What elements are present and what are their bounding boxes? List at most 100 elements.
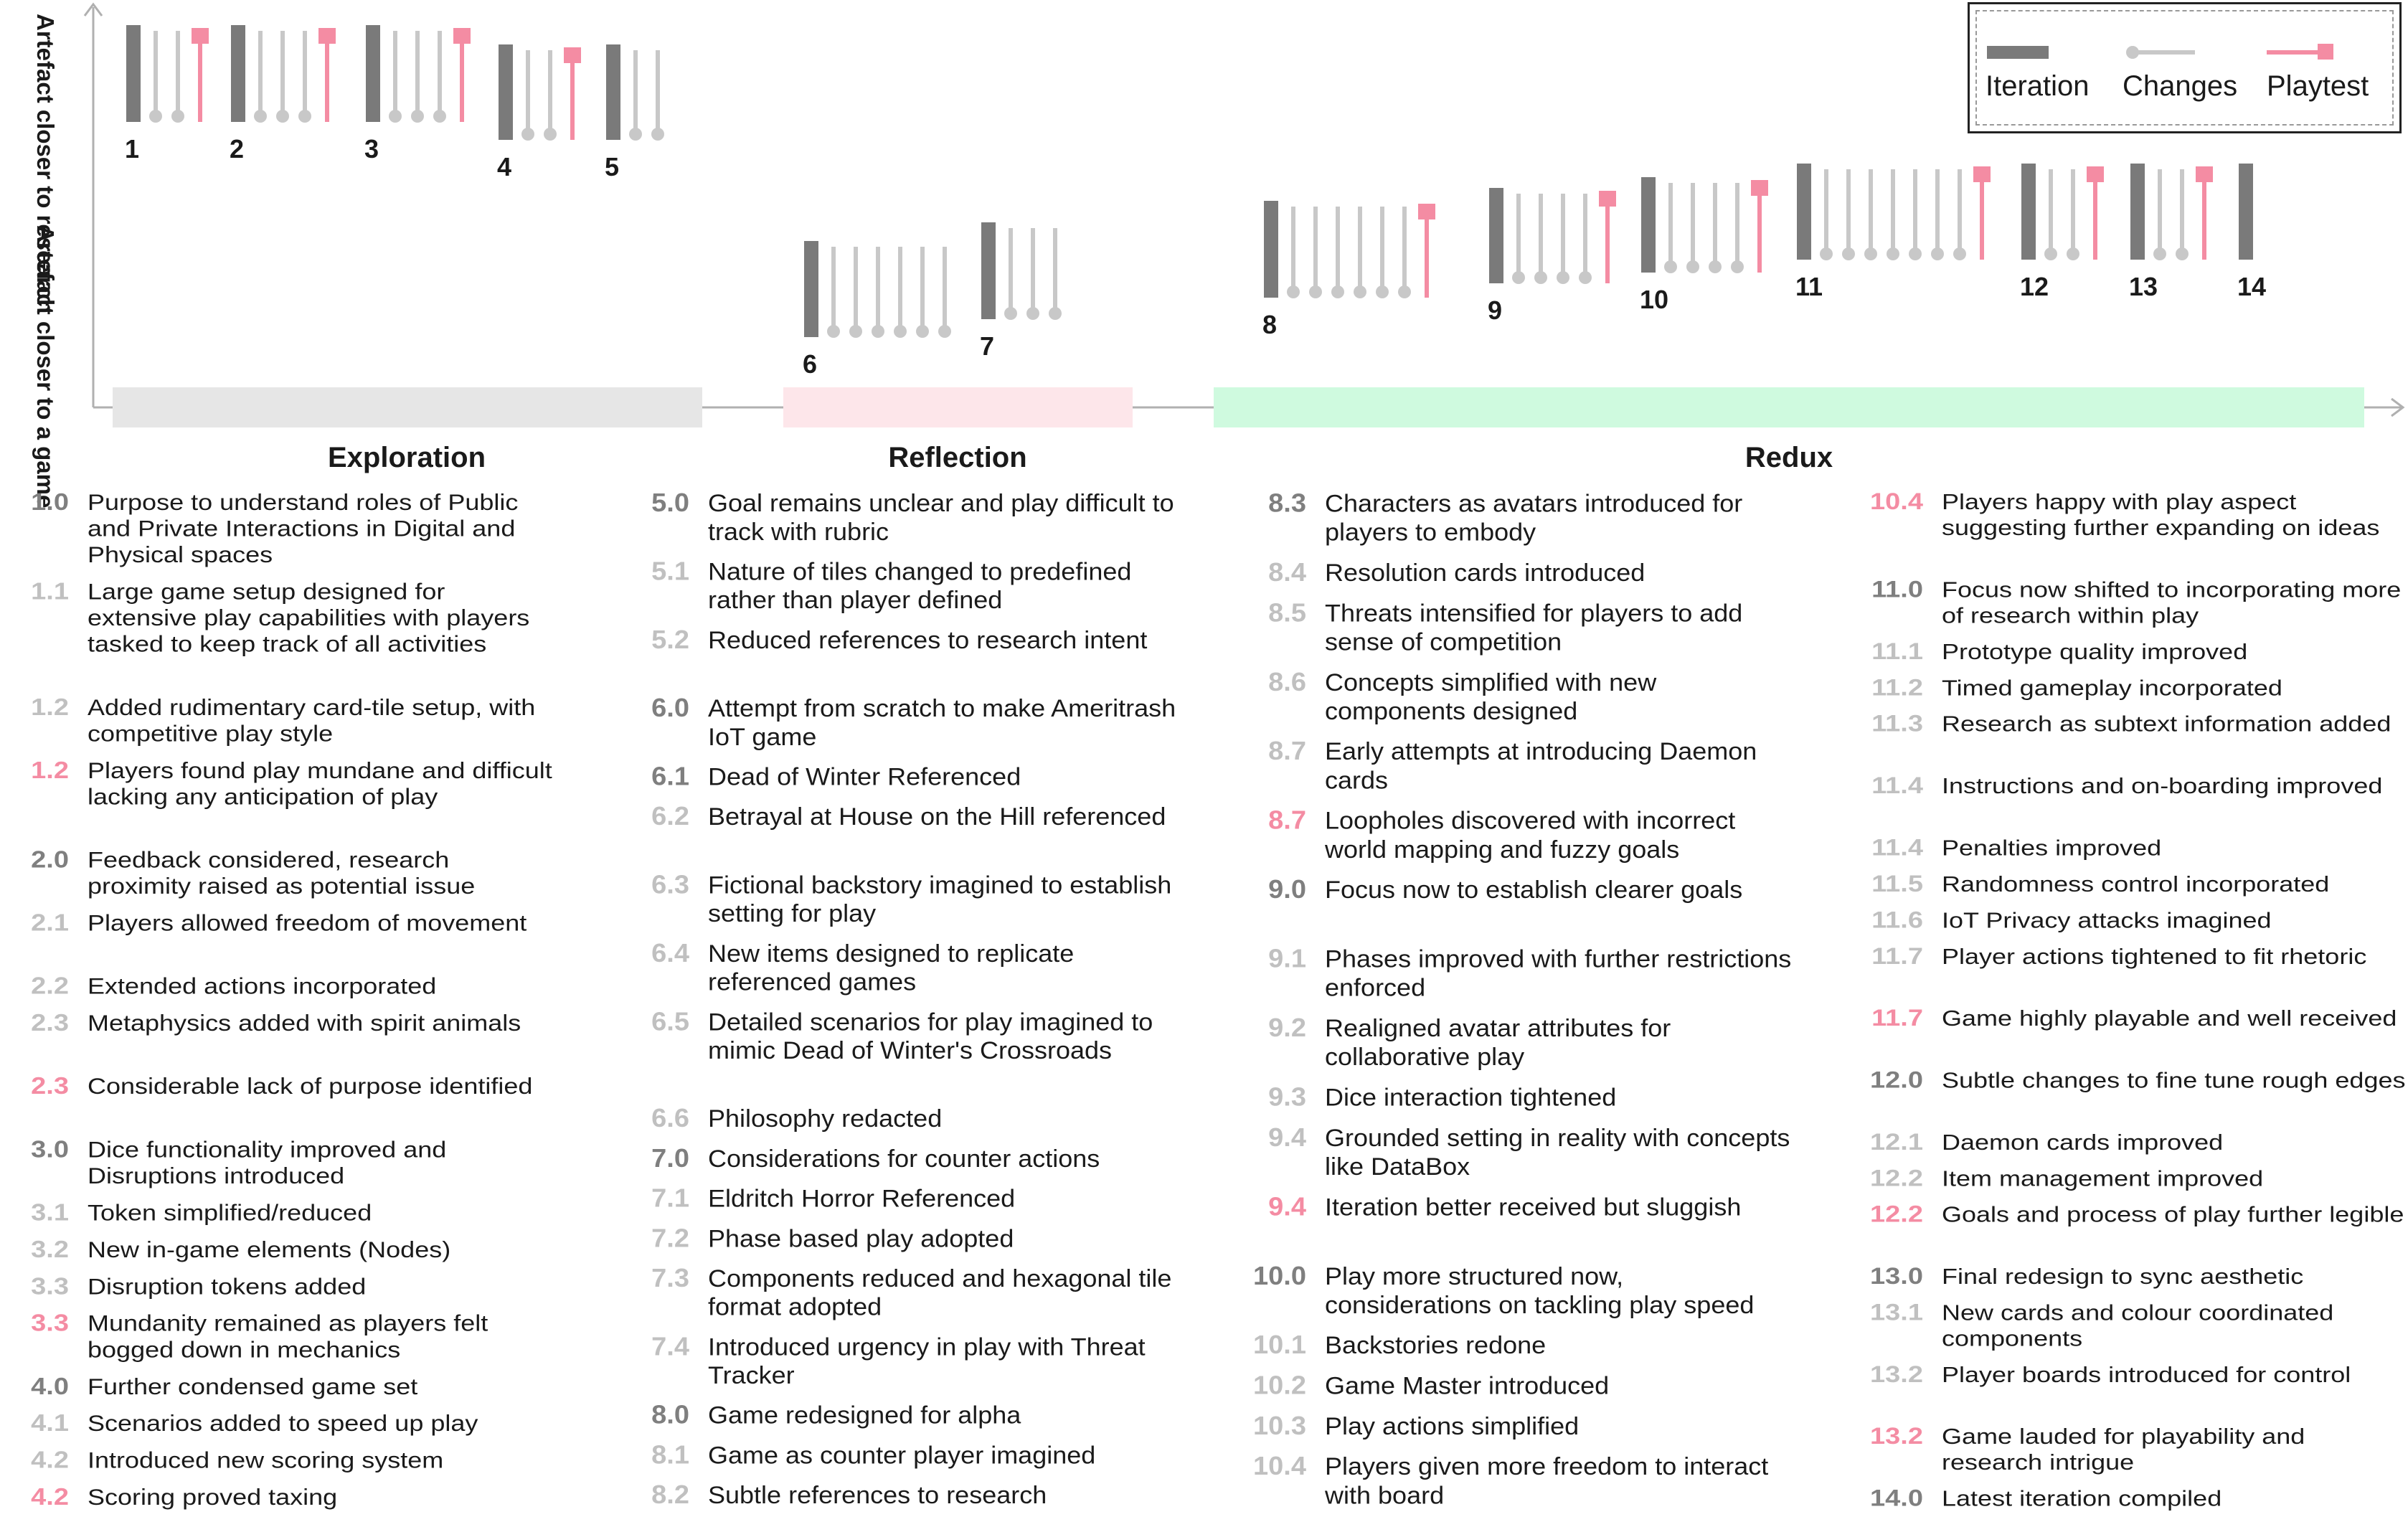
change-dot-9-3 [1557,271,1569,284]
change-dot-3-1 [389,110,402,123]
note-item: 1.2 Added rudimentary card-tile setup, wi… [0,694,559,747]
note-number: 10.0 [1253,1262,1306,1291]
note-item: 8.0 Game redesigned for alpha [620,1401,1194,1430]
note-item: 5.0 Goal remains unclear and play difficu… [620,489,1194,546]
note-text: Mundanity remained as players felt bogge… [88,1310,488,1363]
note-text: Players given more freedom to interact w… [1325,1452,1769,1509]
note-number: 7.3 [651,1264,689,1293]
note-item: 1.0 Purpose to understand roles of Public… [0,489,559,568]
iteration-bar-4 [499,44,513,140]
note-item: 11.7 Game highly playable and well receiv… [1854,1006,2407,1031]
change-dot-10-4 [1731,260,1744,273]
change-dot-8-5 [1376,285,1389,298]
note-number: 5.0 [651,489,689,518]
note-item: 11.7 Player actions tightened to fit rhet… [1854,944,2407,970]
note-number: 4.2 [31,1484,69,1511]
note-text: Realigned avatar attributes for collabor… [1325,1013,1671,1071]
note-item: 10.4 Players given more freedom to intera… [1237,1452,1797,1510]
note-number: 12.1 [1870,1129,1923,1155]
note-text: Timed gameplay incorporated [1942,675,2282,701]
note-text: Players happy with play aspect suggestin… [1942,489,2380,540]
note-number: 10.1 [1253,1330,1306,1360]
note-text: Purpose to understand roles of Public an… [88,489,519,567]
note-item: 7.2 Phase based play adopted [620,1224,1194,1253]
note-text: Concepts simplified with new components … [1325,668,1657,725]
note-number: 1.2 [31,757,69,784]
note-text: Game redesigned for alpha [708,1401,1021,1429]
change-dot-5-1 [629,128,642,141]
note-item: 11.0 Focus now shifted to incorporating m… [1854,577,2407,628]
note-item: 2.3 Metaphysics added with spirit animals [0,1010,559,1036]
note-number: 1.0 [31,489,69,516]
note-item: 12.0 Subtle changes to fine tune rough ed… [1854,1067,2407,1093]
note-number: 4.2 [31,1447,69,1474]
change-dot-11-2 [1842,247,1855,260]
note-item: 6.2 Betrayal at House on the Hill referen… [620,803,1194,831]
note-text: Introduced new scoring system [88,1447,444,1473]
note-item: 9.4 Iteration better received but sluggis… [1237,1193,1797,1221]
phase-title-reflection: Reflection [888,442,1027,473]
note-number: 6.5 [651,1008,689,1036]
note-text: Game lauded for playability and research… [1942,1424,2305,1475]
iteration-label-11: 11 [1795,272,1823,301]
note-text: Subtle changes to fine tune rough edges [1942,1067,2406,1093]
iteration-bar-7 [981,222,996,319]
note-item: 4.1 Scenarios added to speed up play [0,1410,559,1437]
note-number: 6.4 [651,939,689,968]
note-item: 8.7 Early attempts at introducing Daemon … [1237,737,1797,795]
iteration-bar-2 [231,25,245,122]
note-text: Goals and process of play further legibl… [1942,1201,2404,1227]
change-dot-2-3 [298,110,311,123]
note-number: 13.0 [1870,1263,1923,1290]
phase-title-redux: Redux [1744,442,1833,473]
iteration-bar-1 [126,25,141,122]
note-item: 3.2 New in-game elements (Nodes) [0,1237,559,1263]
note-text: Betrayal at House on the Hill referenced [708,803,1166,831]
note-item: 11.2 Timed gameplay incorporated [1854,675,2407,701]
note-text: New in-game elements (Nodes) [88,1237,451,1262]
change-dot-11-3 [1864,247,1877,260]
note-item: 6.5 Detailed scenarios for play imagined … [620,1008,1194,1064]
change-dot-12-2 [2067,247,2079,260]
change-dot-2-1 [254,110,267,123]
change-dot-8-6 [1398,285,1411,298]
note-item: 10.2 Game Master introduced [1237,1371,1797,1400]
note-text: Introduced urgency in play with Threat T… [708,1333,1146,1389]
note-item: 8.1 Game as counter player imagined [620,1441,1194,1470]
note-number: 4.0 [31,1374,69,1400]
change-dot-2-2 [276,110,289,123]
note-item: 8.2 Subtle references to research [620,1481,1194,1510]
playtest-head-1 [192,28,209,44]
note-text: Eldritch Horror Referenced [708,1184,1016,1213]
change-dot-8-4 [1354,285,1366,298]
iteration-label-13: 13 [2129,272,2158,301]
note-text: Instructions and on-boarding improved [1942,772,2383,798]
note-text: Characters as avatars introduced for pla… [1325,489,1743,547]
note-text: Metaphysics added with spirit animals [88,1010,521,1036]
note-item: 3.1 Token simplified/reduced [0,1200,559,1226]
legend-playtest-swatch-box [2318,44,2333,60]
note-item: 8.4 Resolution cards introduced [1237,558,1797,587]
note-number: 8.1 [651,1441,689,1470]
note-number: 8.7 [1268,737,1306,766]
change-dot-11-1 [1820,247,1833,260]
note-number: 8.4 [1268,558,1306,587]
iteration-bar-3 [366,25,380,122]
note-number: 12.0 [1870,1067,1923,1094]
note-item: 2.0 Feedback considered, research proximi… [0,847,559,899]
change-dot-8-3 [1331,285,1344,298]
note-item: 13.0 Final redesign to sync aesthetic [1854,1264,2407,1290]
note-text: Game highly playable and well received [1942,1005,2397,1031]
note-number: 8.0 [651,1401,689,1430]
note-number: 2.1 [31,909,69,937]
note-number: 2.3 [31,1073,69,1100]
x-axis-arrowhead [2391,397,2405,417]
change-dot-3-2 [411,110,424,123]
phase-title-exploration: Exploration [327,442,486,473]
change-dot-11-4 [1887,247,1899,260]
note-text: Player boards introduced for control [1942,1361,2351,1387]
note-item: 8.3 Characters as avatars introduced for … [1237,489,1797,547]
note-item: 1.1 Large game setup designed for extensi… [0,579,559,658]
note-number: 8.7 [1268,806,1306,836]
